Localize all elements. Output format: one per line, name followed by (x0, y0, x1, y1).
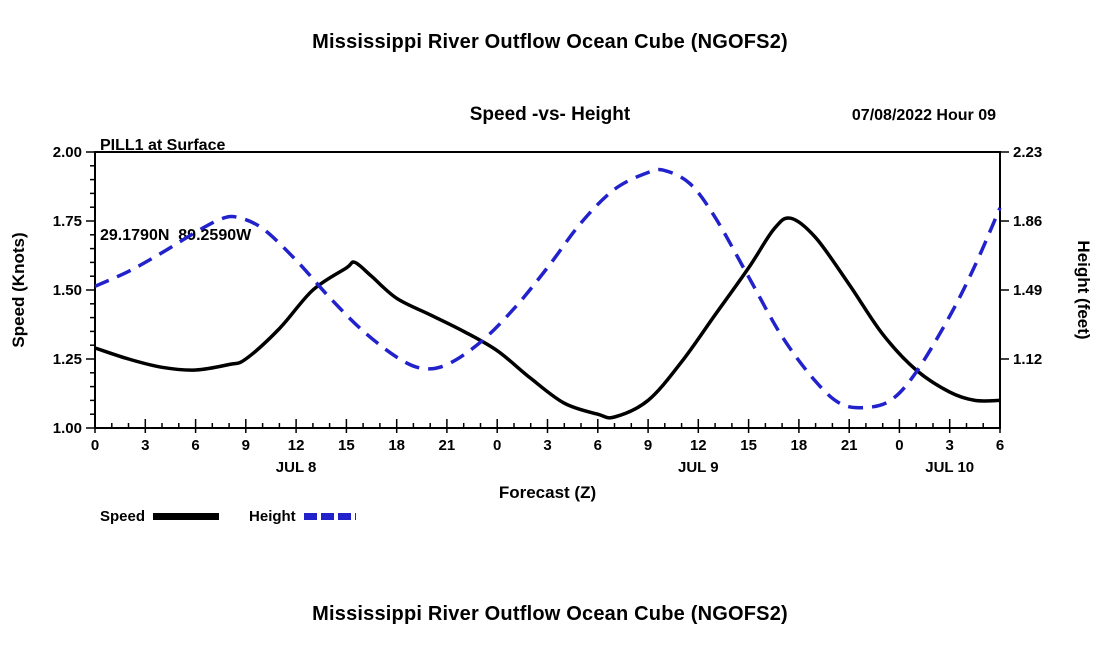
legend-height-label: Height (249, 508, 296, 525)
legend-speed-swatch (153, 513, 220, 520)
left-axis: 1.00 1.25 1.50 1.75 2.00 (53, 144, 95, 437)
svg-text:Forecast (Z): Forecast (Z) (499, 483, 596, 502)
legend-height-swatch (303, 513, 356, 520)
svg-text:0: 0 (91, 437, 99, 454)
x-axis-ticks (94, 419, 1001, 433)
svg-text:9: 9 (242, 437, 250, 454)
svg-text:Height (feet): Height (feet) (1074, 240, 1093, 339)
x-axis-labels: 0 3 6 9 12 15 18 21 0 3 6 9 12 15 18 21 0 3 6 (91, 437, 1004, 454)
legend: Speed Height (100, 508, 356, 525)
svg-text:0: 0 (493, 437, 501, 454)
plot-frame (94, 151, 1001, 429)
right-axis-title: Height (feet) (1074, 240, 1093, 339)
svg-text:JUL 10: JUL 10 (925, 459, 974, 476)
svg-text:21: 21 (439, 437, 456, 454)
forecast-chart: 1.00 1.25 1.50 1.75 2.00 1.12 1.49 1.86 2.23 0 3 6 9… (9, 144, 1093, 502)
svg-text:15: 15 (338, 437, 355, 454)
svg-text:0: 0 (895, 437, 903, 454)
svg-text:18: 18 (791, 437, 808, 454)
station-coordinates: 29.1790N 89.2590W (100, 227, 252, 244)
svg-text:2.23: 2.23 (1013, 144, 1042, 161)
svg-text:JUL 9: JUL 9 (678, 459, 719, 476)
svg-text:21: 21 (841, 437, 858, 454)
speed-series (94, 216, 1001, 420)
svg-text:15: 15 (740, 437, 757, 454)
svg-text:JUL 8: JUL 8 (276, 459, 317, 476)
height-series (94, 167, 1002, 410)
run-datetime: 07/08/2022 Hour 09 (851, 107, 996, 124)
chart-title: Speed -vs- Height (469, 104, 631, 125)
svg-text:12: 12 (288, 437, 305, 454)
svg-text:1.25: 1.25 (53, 351, 82, 368)
svg-text:1.86: 1.86 (1013, 213, 1042, 230)
legend-speed-label: Speed (100, 508, 146, 525)
right-axis: 1.12 1.49 1.86 2.23 (1000, 144, 1042, 368)
svg-text:1.00: 1.00 (53, 420, 82, 437)
x-axis-title: Forecast (Z) (499, 483, 596, 502)
page-title-bottom: Mississippi River Outflow Ocean Cube (NG… (312, 603, 788, 625)
chart-area: 1.00 1.25 1.50 1.75 2.00 1.12 1.49 1.86 2.23 0 3 6 9… (0, 140, 1100, 520)
svg-text:1.50: 1.50 (53, 282, 82, 299)
svg-text:6: 6 (191, 437, 199, 454)
page-title-top: Mississippi River Outflow Ocean Cube (NG… (312, 31, 788, 53)
svg-text:1.49: 1.49 (1013, 282, 1042, 299)
date-labels: JUL 8 JUL 9 JUL 10 (276, 459, 974, 476)
svg-text:Speed (Knots): Speed (Knots) (9, 232, 28, 347)
svg-text:6: 6 (996, 437, 1004, 454)
svg-text:1.12: 1.12 (1013, 351, 1042, 368)
svg-text:9: 9 (644, 437, 652, 454)
svg-text:3: 3 (946, 437, 954, 454)
station-name: PILL1 at Surface (100, 137, 226, 154)
svg-text:6: 6 (594, 437, 602, 454)
height-line (94, 167, 1002, 410)
svg-text:3: 3 (141, 437, 149, 454)
svg-text:12: 12 (690, 437, 707, 454)
svg-text:3: 3 (543, 437, 551, 454)
svg-text:2.00: 2.00 (53, 144, 82, 161)
speed-line (94, 216, 1001, 420)
svg-text:1.75: 1.75 (53, 213, 82, 230)
left-axis-title: Speed (Knots) (9, 232, 28, 347)
station-block: PILL1 at Surface 29.1790N 89.2590W (100, 71, 251, 281)
svg-text:18: 18 (388, 437, 405, 454)
